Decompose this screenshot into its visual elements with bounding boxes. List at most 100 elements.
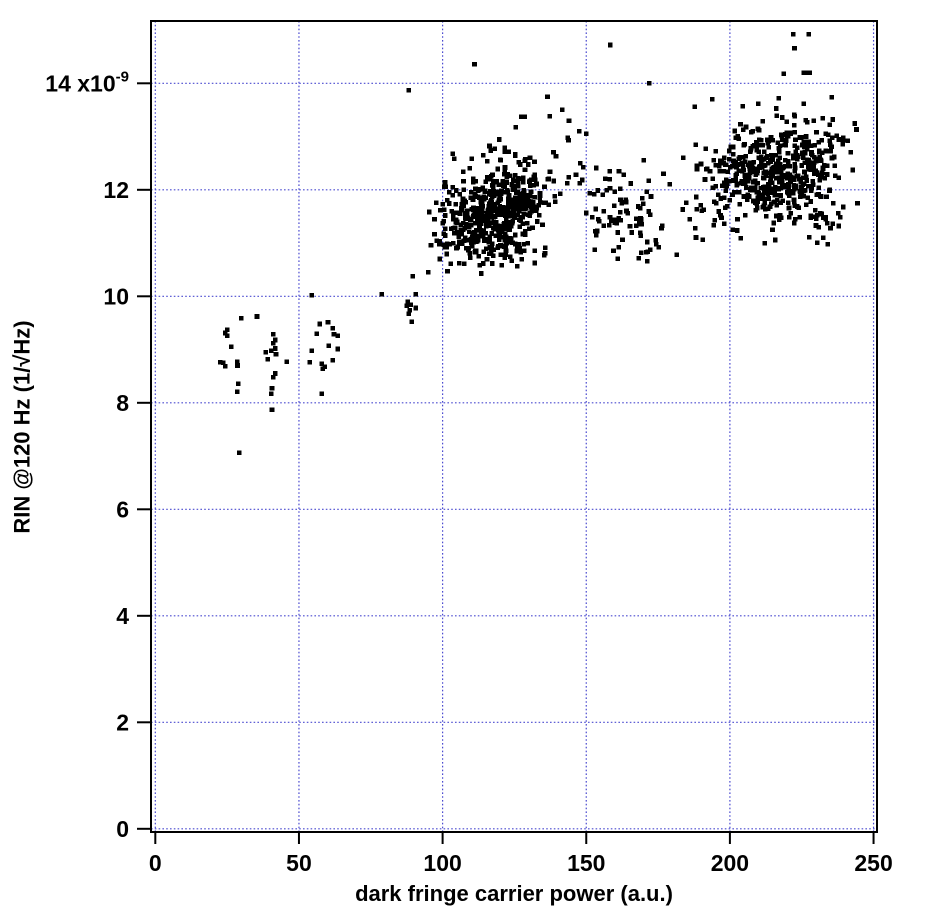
x-tick-label: 250 [854,850,892,876]
data-point [776,167,781,173]
data-point [761,196,767,202]
data-point [453,217,459,222]
data-point [804,174,809,180]
data-point [765,191,770,196]
data-point [700,237,705,243]
data-point [450,185,456,190]
data-point [486,203,492,209]
data-point [741,194,747,199]
data-point [743,153,749,159]
data-point [694,163,700,169]
data-point [379,291,384,297]
data-point [754,148,760,153]
data-point [468,237,473,242]
data-point [307,360,313,365]
data-point [608,42,613,48]
data-point [457,211,463,216]
data-point [704,166,710,172]
data-point [854,127,859,132]
x-tick-label: 100 [423,850,461,876]
data-point [469,189,474,195]
data-point [716,209,722,214]
data-point [272,371,278,376]
data-point [812,142,817,148]
data-point [781,71,787,76]
data-point [740,181,746,186]
y-tick-label: 2 [116,709,129,735]
data-point [773,169,779,175]
data-point [263,349,269,355]
data-point [512,215,517,221]
data-point [408,302,413,308]
data-point [796,205,802,210]
data-point [743,159,748,164]
data-point [798,194,803,200]
data-point [467,166,473,171]
data-point [764,214,769,219]
data-point [483,246,489,251]
data-point [855,200,860,206]
data-point [335,333,340,338]
data-point [490,253,496,258]
data-point [793,137,798,143]
data-point [818,157,824,162]
data-point [461,203,466,209]
data-point [579,177,585,183]
data-point [520,180,526,185]
data-point [788,131,793,136]
data-point [238,315,244,321]
data-point [490,261,495,266]
data-point [456,234,462,240]
data-point [792,220,797,226]
data-point [733,160,738,165]
data-point [425,270,431,275]
data-point [444,241,450,247]
data-point [462,198,467,204]
data-point [533,208,539,213]
data-point [806,139,812,144]
data-point [505,200,511,206]
data-point [477,262,483,268]
data-point [217,360,223,365]
data-point [762,190,767,195]
data-point [680,207,685,212]
data-point [653,237,659,243]
data-point [507,254,513,259]
data-point [552,194,558,199]
data-point [269,386,275,391]
data-point [761,203,767,208]
data-point [726,178,732,184]
data-point [845,138,850,144]
data-point [483,230,489,236]
data-point [639,222,645,227]
data-point [730,227,736,232]
x-axis-title: dark fringe carrier power (a.u.) [355,881,673,906]
data-point [489,195,495,200]
data-point [786,193,792,198]
data-point [801,175,806,180]
data-point [783,138,789,143]
data-point [713,163,719,168]
data-point [473,221,478,226]
data-point [784,119,790,124]
data-point [500,212,505,218]
data-point [646,81,652,86]
data-point [742,213,748,218]
data-point [792,130,797,135]
data-point [804,70,809,75]
data-point [512,195,518,201]
data-point [442,180,448,185]
data-point [645,239,650,245]
data-point [497,204,502,209]
data-point [740,154,746,160]
data-point [535,219,540,224]
data-point [485,214,491,219]
data-point [693,235,699,240]
data-point [767,204,773,209]
data-point [829,94,834,100]
data-point [753,185,758,191]
data-point [778,215,784,221]
data-point [450,192,455,198]
data-point [530,200,536,205]
data-point [607,214,613,220]
